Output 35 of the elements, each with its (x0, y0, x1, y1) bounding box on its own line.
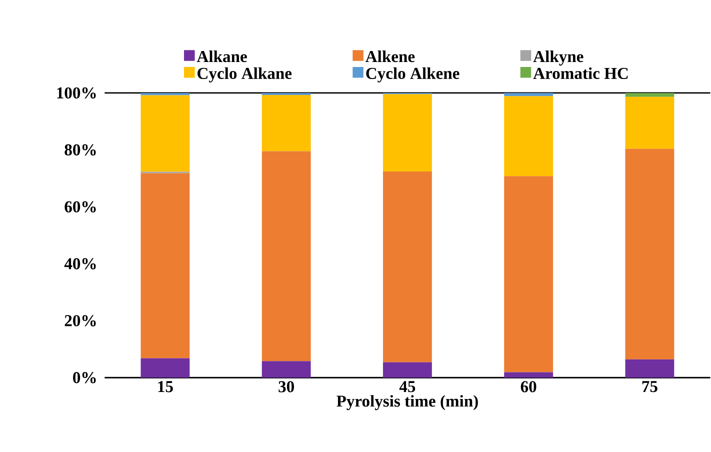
x-tick-label: 15 (158, 381, 173, 392)
y-tick-label: 80% (64, 144, 96, 156)
bar (625, 96, 674, 149)
bar (262, 151, 311, 362)
legend-label: Alkene (366, 50, 415, 62)
bar (504, 96, 554, 176)
bar (140, 173, 190, 358)
bar (262, 361, 311, 378)
bar (262, 94, 311, 152)
bar (625, 148, 674, 360)
bar (504, 176, 554, 372)
bar (625, 92, 674, 97)
bar (625, 359, 674, 378)
x-tick-label: 75 (642, 381, 658, 392)
legend-label: Aromatic HC (533, 67, 628, 80)
bar (382, 362, 432, 378)
x-tick-label: 45 (399, 381, 416, 392)
bar (382, 94, 432, 172)
legend-label: Alkane (196, 50, 247, 62)
bar (140, 95, 190, 172)
legend-label: Alkyne (533, 50, 584, 66)
bar (140, 358, 190, 378)
y-tick-label: 40% (64, 258, 96, 270)
x-tick-label: 60 (520, 381, 536, 392)
bar (382, 172, 432, 362)
legend-label: Cyclo Alkene (366, 67, 460, 82)
y-tick-label: 100% (57, 87, 96, 99)
x-axis-title: Pyrolysis time (min) (336, 395, 478, 410)
y-tick-label: 20% (64, 315, 96, 326)
legend-label: Cyclo Alkane (198, 67, 292, 82)
y-tick-label: 60% (64, 201, 96, 212)
bar (504, 92, 554, 96)
bar (504, 372, 554, 378)
y-tick-label: 0% (73, 372, 96, 384)
x-tick-label: 30 (278, 381, 294, 392)
